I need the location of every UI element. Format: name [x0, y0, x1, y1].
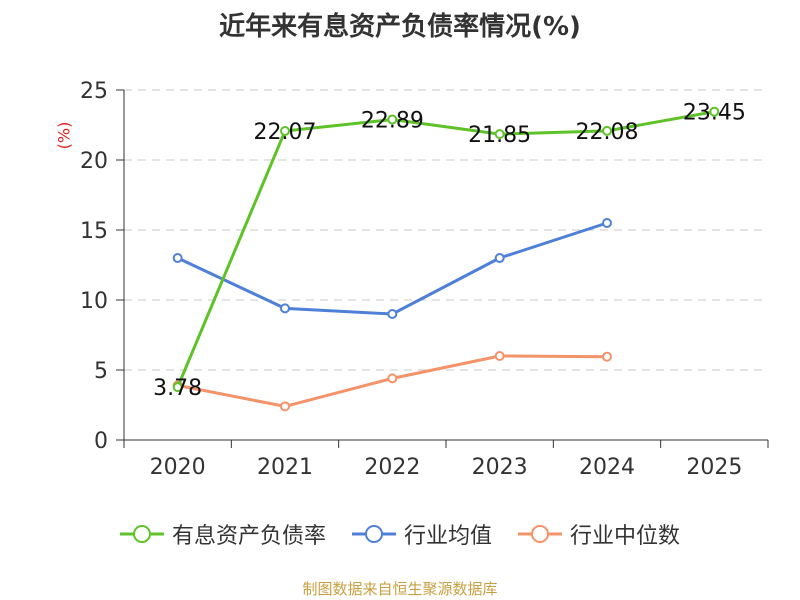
legend-item-industry-mean[interactable]: 行业均值 — [351, 518, 492, 550]
y-tick-label: 5 — [94, 359, 108, 384]
legend-swatch-interest-debt-ratio — [119, 525, 164, 543]
legend-swatch-industry-mean — [351, 525, 396, 543]
data-point — [280, 126, 290, 137]
legend-item-industry-median[interactable]: 行业中位数 — [518, 518, 680, 550]
legend-swatch-industry-median — [518, 525, 562, 543]
legend-label-industry-mean: 行业均值 — [403, 524, 492, 549]
y-tick-label: 20 — [80, 149, 108, 174]
data-point — [387, 373, 398, 384]
data-point — [280, 401, 290, 412]
data-point — [172, 253, 183, 263]
data-point — [602, 125, 612, 136]
y-tick-label: 0 — [94, 429, 108, 454]
x-tick-label: 2021 — [257, 455, 313, 480]
data-point — [280, 303, 290, 314]
x-tick-label: 2022 — [364, 455, 420, 480]
y-tick-label: 10 — [80, 289, 108, 314]
x-tick-label: 2025 — [686, 455, 742, 480]
data-point — [709, 106, 720, 117]
data-label: 22.08 — [576, 120, 639, 145]
data-point — [602, 218, 612, 228]
source-note: 制图数据来自恒生聚源数据库 — [302, 580, 498, 598]
data-point — [494, 351, 505, 361]
y-tick-label: 15 — [80, 219, 108, 244]
y-tick-label: 25 — [80, 79, 108, 104]
data-point — [387, 309, 398, 319]
data-label: 22.89 — [361, 109, 424, 134]
data-label: 22.07 — [254, 120, 317, 145]
data-label: 21.85 — [468, 123, 531, 148]
data-label: 3.78 — [153, 376, 202, 401]
x-tick-label: 2024 — [579, 455, 635, 480]
data-point — [602, 351, 612, 362]
data-point — [494, 253, 505, 263]
x-tick-label: 2023 — [472, 455, 528, 480]
data-point — [494, 129, 505, 140]
data-label: 23.45 — [683, 101, 746, 126]
x-tick-label: 2020 — [150, 455, 206, 480]
legend-label-interest-debt-ratio: 有息资产负债率 — [171, 524, 326, 549]
chart-title: 近年来有息资产负债率情况(%) — [219, 12, 581, 42]
legend: 有息资产负债率 行业均值 行业中位数 — [0, 518, 800, 550]
legend-label-industry-median: 行业中位数 — [570, 524, 681, 549]
legend-item-interest-debt-ratio[interactable]: 有息资产负债率 — [119, 518, 326, 550]
data-point — [387, 114, 398, 125]
series-line — [176, 110, 715, 388]
data-point — [172, 382, 183, 393]
